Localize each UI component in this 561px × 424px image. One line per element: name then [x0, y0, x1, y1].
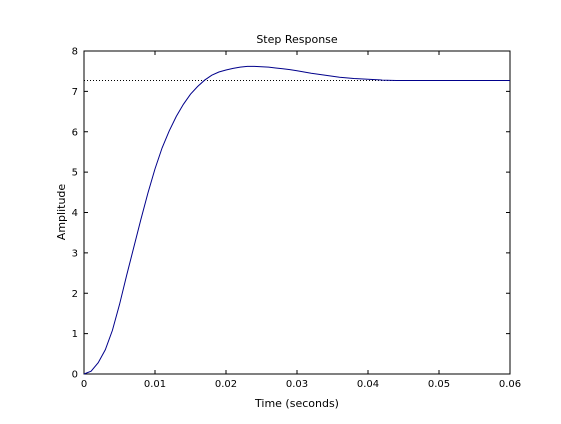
x-tick-label: 0.04 [357, 379, 379, 390]
x-axis-label: Time (seconds) [254, 397, 339, 410]
y-tick-label: 3 [72, 248, 78, 259]
x-tick-label: 0.06 [499, 379, 521, 390]
step-response-series-line [83, 65, 510, 375]
y-tick-label: 5 [72, 168, 78, 179]
y-tick-label: 6 [72, 127, 78, 138]
y-tick-label: 7 [72, 87, 78, 98]
x-tick-label: 0 [81, 379, 87, 390]
x-tick-label: 0.05 [428, 379, 450, 390]
y-tick-label: 4 [72, 208, 78, 219]
x-axis-ticks: 0 0.01 0.02 0.03 0.04 0.05 0.06 [81, 51, 521, 390]
plot-area [83, 50, 511, 375]
y-tick-label: 0 [72, 370, 78, 381]
y-axis-label: Amplitude [55, 184, 68, 241]
x-tick-label: 0.01 [144, 379, 166, 390]
y-tick-label: 1 [72, 329, 78, 340]
y-tick-label: 8 [72, 47, 78, 58]
series-group [83, 65, 510, 375]
x-tick-label: 0.02 [215, 379, 237, 390]
y-axis-ticks: 0 1 2 3 4 5 6 7 8 [72, 47, 510, 381]
y-tick-label: 2 [72, 289, 78, 300]
x-tick-label: 0.03 [286, 379, 308, 390]
chart-title: Step Response [256, 33, 338, 46]
